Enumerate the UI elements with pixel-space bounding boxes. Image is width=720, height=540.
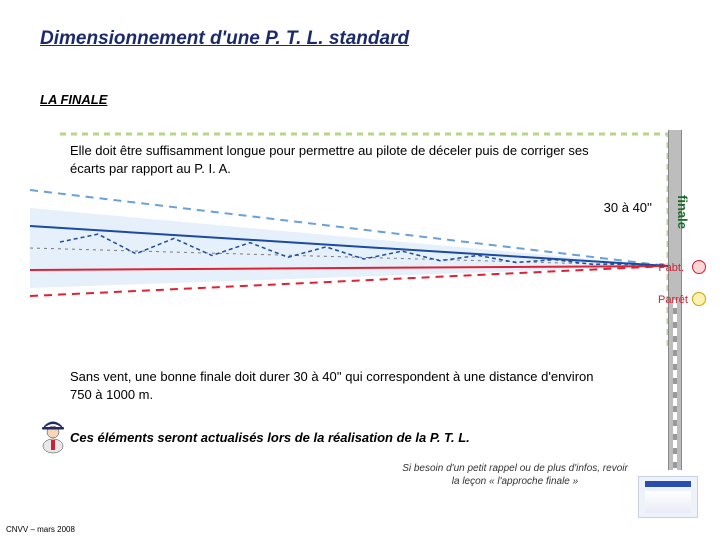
footer-credit: CNVV – mars 2008	[6, 525, 75, 534]
paragraph-3: Ces éléments seront actualisés lors de l…	[70, 430, 610, 445]
duration-label: 30 à 40''	[604, 200, 652, 215]
paragraph-2: Sans vent, une bonne finale doit durer 3…	[70, 368, 610, 403]
page-title: Dimensionnement d'une P. T. L. standard	[40, 28, 409, 50]
p-abt-label: Pabt.	[658, 262, 684, 274]
lesson-thumbnail[interactable]	[638, 476, 698, 518]
p-abt-marker	[692, 260, 706, 274]
p-arret-label: Parrêt	[658, 294, 688, 306]
finale-vertical-label: finale	[675, 195, 690, 229]
hint-text: Si besoin d'un petit rappel ou de plus d…	[400, 462, 630, 488]
section-subtitle: LA FINALE	[40, 92, 107, 107]
p-arret-marker	[692, 292, 706, 306]
instructor-icon	[38, 418, 68, 454]
approach-diagram	[0, 130, 720, 350]
